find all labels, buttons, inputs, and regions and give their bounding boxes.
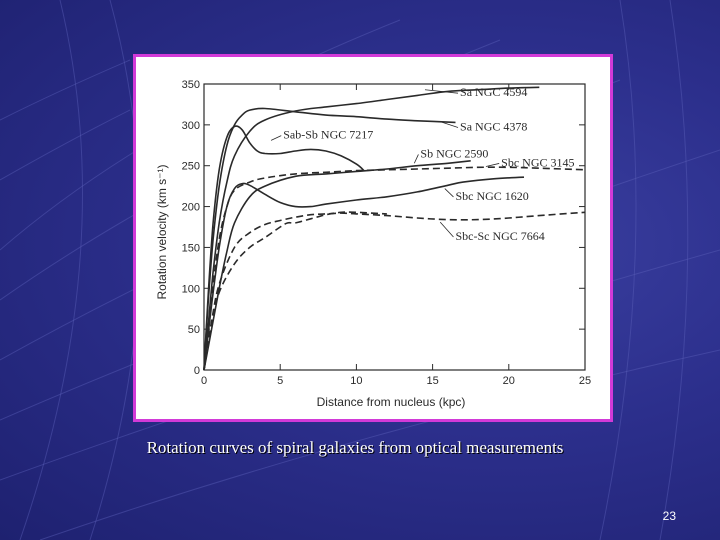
annotation-label-sa-ngc-4594: Sa NGC 4594 xyxy=(460,85,527,99)
series-line-sa-ngc-4594 xyxy=(203,107,456,371)
annotation-layer: Sa NGC 4594 Sa NGC 4378 Sab-Sb NGC 7217 Sb … xyxy=(270,85,575,243)
axes: 0 50 100 150 200 250 300 350 0 5 10 15 20 25 xyxy=(182,79,591,387)
x-tick-label: 20 xyxy=(503,375,515,387)
page-number: 23 xyxy=(662,509,676,523)
y-tick-label: 300 xyxy=(182,120,200,132)
annotation-leader-sab-sb-ngc-7217 xyxy=(270,135,282,141)
rotation-curve-chart: 0 50 100 150 200 250 300 350 0 5 10 15 20 25 Sa NGC 4… xyxy=(155,79,591,409)
annotation-leader-sb-ngc-2590 xyxy=(413,154,419,164)
series-layer xyxy=(203,86,586,371)
plot-area-border xyxy=(203,83,586,371)
y-tick-label: 50 xyxy=(188,324,200,336)
annotation-leader-sbc-ngc-1620 xyxy=(444,188,454,198)
chart-frame: 0 50 100 150 200 250 300 350 0 5 10 15 20 25 Sa NGC 4… xyxy=(133,54,613,422)
annotation-label-sb-ngc-2590: Sb NGC 2590 xyxy=(420,146,488,160)
series-line-sab-sb-ngc-7217 xyxy=(203,125,365,371)
x-tick-label: 0 xyxy=(201,375,207,387)
x-tick-label: 15 xyxy=(426,375,438,387)
annotation-leader-sbc-sc-ngc-7664 xyxy=(439,221,454,238)
annotation-label-sa-ngc-4378: Sa NGC 4378 xyxy=(460,119,527,133)
x-axis-label: Distance from nucleus (kpc) xyxy=(317,395,466,409)
annotation-label-sbc-ngc-1620: Sbc NGC 1620 xyxy=(455,189,528,203)
y-tick-label: 150 xyxy=(182,242,200,254)
annotation-label-sbc-ngc-3145: Sbc NGC 3145 xyxy=(501,155,574,169)
annotation-leader-sa-ngc-4378 xyxy=(440,121,459,128)
x-tick-label: 25 xyxy=(579,375,591,387)
series-line-sbc-sc-ngc-7664 xyxy=(203,211,586,371)
caption-text: Rotation curves of spiral galaxies from … xyxy=(146,438,564,457)
annotation-leader-sbc-ngc-3145 xyxy=(485,163,500,167)
y-axis-label: Rotation velocity (km s⁻¹) xyxy=(155,164,169,299)
series-line-unlabeled-7 xyxy=(203,211,387,371)
x-tick-label: 10 xyxy=(350,375,362,387)
y-tick-label: 250 xyxy=(182,161,200,173)
y-tick-label: 0 xyxy=(194,365,200,377)
y-tick-label: 200 xyxy=(182,202,200,214)
annotation-leader-sa-ngc-4594 xyxy=(424,89,459,94)
slide-caption: Rotation curves of spiral galaxies from … xyxy=(0,438,720,458)
series-line-sa-ngc-4378 xyxy=(203,86,540,371)
annotation-label-sbc-sc-ngc-7664: Sbc-Sc NGC 7664 xyxy=(455,229,544,243)
x-tick-label: 5 xyxy=(277,375,283,387)
y-tick-label: 100 xyxy=(182,283,200,295)
series-line-sbc-ngc-1620 xyxy=(203,176,525,371)
series-line-sb-ngc-2590 xyxy=(203,160,471,371)
y-tick-label: 350 xyxy=(182,79,200,91)
annotation-label-sab-sb-ngc-7217: Sab-Sb NGC 7217 xyxy=(283,128,373,142)
